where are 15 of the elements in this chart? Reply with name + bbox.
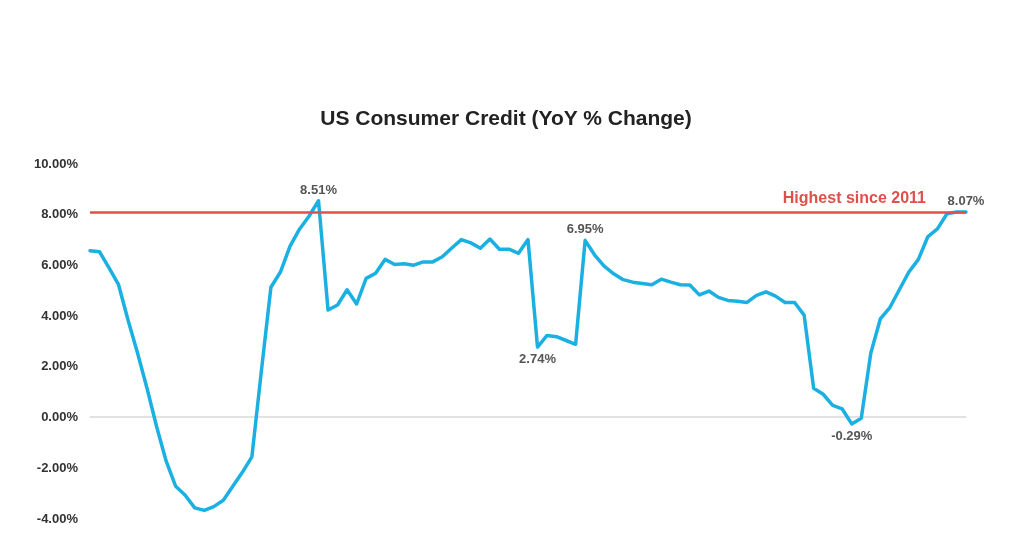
chart-title: US Consumer Credit (YoY % Change) [320,106,692,129]
y-tick-label: 0.00% [41,409,79,425]
y-tick-label: 4.00% [41,307,79,323]
y-tick-label: -4.00% [36,510,79,526]
y-tick-label: 10.00% [33,155,79,171]
y-tick-label: 2.00% [41,358,79,374]
data-label: -0.29% [831,427,873,443]
ref-line-label: Highest since 2011 [782,189,927,207]
y-tick-label: -2.00% [36,459,79,475]
data-label: 8.51% [300,181,338,197]
data-label: 6.95% [566,221,604,237]
data-label: 8.07% [947,192,985,208]
y-tick-label: 8.00% [41,206,79,222]
y-tick-label: 6.00% [41,256,79,272]
data-label: 2.74% [519,351,557,367]
